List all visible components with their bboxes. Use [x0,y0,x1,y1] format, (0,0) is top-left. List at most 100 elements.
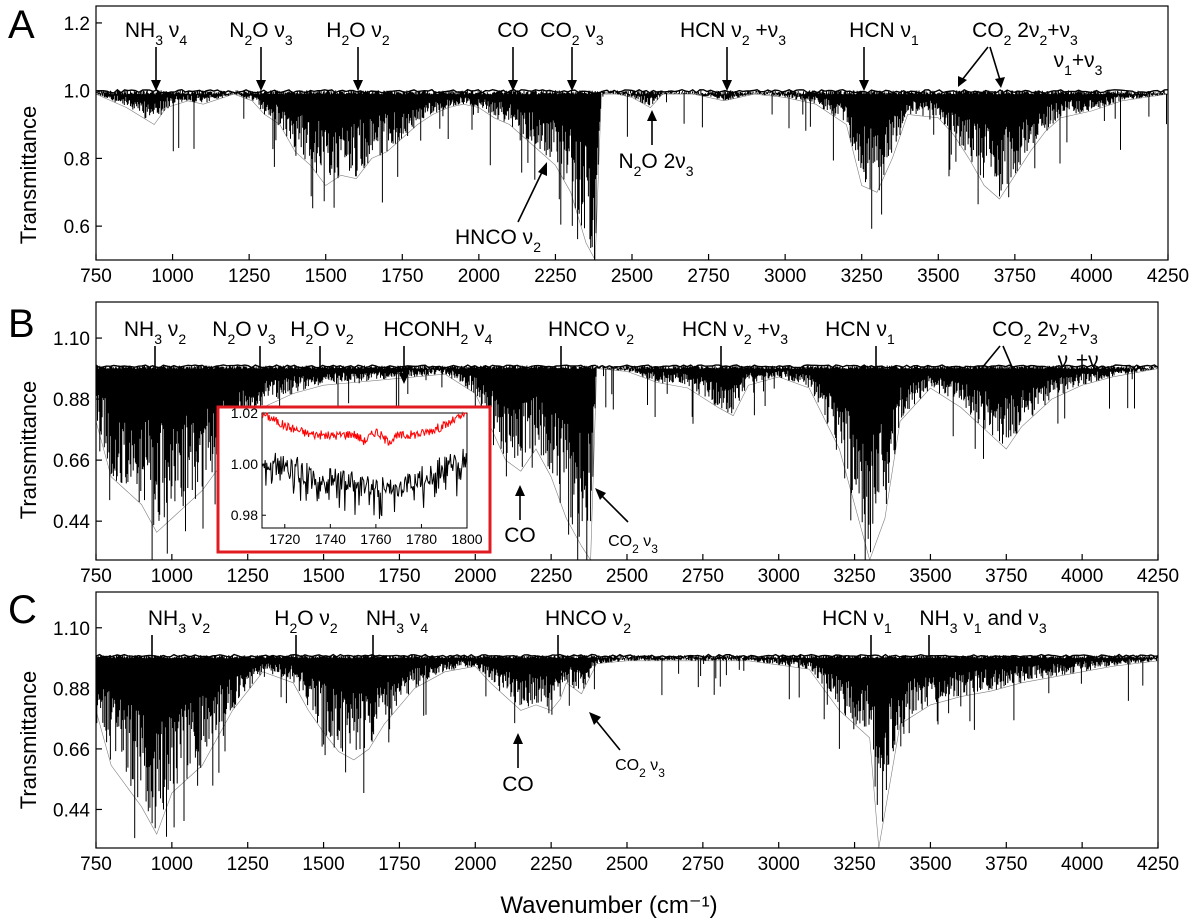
x-tick-label: 1500 [305,266,347,287]
svg-text:HCN ν2 +ν3: HCN ν2 +ν3 [682,318,788,347]
panel-a: A Transmittance 750 1000 1250 1500 1750 2000 2… [8,3,1189,287]
svg-text:NH3 ν4: NH3 ν4 [366,607,428,636]
panel-b: B Transmittance 750 1000 1250 1500 1750 2000 2… [8,301,1179,587]
annotation-nh3-v4: NH3 ν4 [125,19,187,91]
inset-y-tick-label: 1.02 [231,405,258,421]
x-tick-label: 4250 [1137,854,1179,875]
x-tick-label: 4000 [1070,266,1112,287]
panel-a-plot-frame [95,5,1169,261]
panel-b-inset: 1720 1740 1760 1780 1800 0.98 1.00 1.02 [216,405,492,554]
x-tick-label: 3250 [833,854,875,875]
y-tick-label: 1.0 [64,82,90,103]
spectrum-line [95,655,1159,839]
x-tick-label: 750 [80,266,112,287]
x-tick-label: 1750 [378,854,420,875]
y-tick-label: 0.6 [64,217,90,238]
panel-c-letter: C [8,588,37,632]
inset-x-tick-label: 1800 [451,531,482,547]
x-tick-label: 4250 [1147,266,1189,287]
x-tick-label: 2000 [458,266,500,287]
spectrum-baseline [95,364,1159,369]
panel-c-spectrum [95,653,1159,849]
inset-x-tick-label: 1760 [360,531,391,547]
x-tick-label: 1250 [228,266,270,287]
svg-text:N2O ν3: N2O ν3 [212,318,276,347]
spectrum-envelope [95,660,1159,849]
annotation-hcn-v1: HCN ν1 [849,19,919,91]
x-tick-label: 1250 [227,566,269,587]
annotation-co2-v3: CO2 ν3 [540,19,604,91]
panel-b-letter: B [8,302,35,346]
x-tick-label: 2250 [530,566,572,587]
x-tick-label: 1000 [151,266,193,287]
inset-x-tick-label: 1740 [315,531,346,547]
annotation-co2-v3: CO2 ν3 [589,712,665,780]
panel-a-axes: 750 1000 1250 1500 1750 2000 2250 2500 2750 3000 3… [64,14,1190,287]
inset-spectra [261,411,468,519]
panel-c-y-axis-label: Transmittance [16,671,41,810]
x-tick-label: 3250 [833,566,875,587]
x-tick-label: 2750 [687,266,729,287]
inset-x-tick-label: 1780 [406,531,437,547]
x-tick-label: 3750 [985,566,1027,587]
svg-text:HNCO ν2: HNCO ν2 [545,607,631,636]
svg-text:HNCO ν2: HNCO ν2 [455,226,541,255]
y-tick-label: 0.8 [64,149,90,170]
x-tick-label: 1000 [151,854,193,875]
svg-text:CO2 ν3: CO2 ν3 [540,19,604,48]
x-tick-label: 3000 [758,854,800,875]
svg-text:CO2 2ν2+ν3: CO2 2ν2+ν3 [972,19,1078,48]
x-tick-label: 3250 [841,266,883,287]
spectrum-envelope [95,368,1159,561]
panel-a-letter: A [8,3,35,47]
spectrum-line [95,90,1169,260]
svg-text:HCN ν1: HCN ν1 [849,19,919,48]
x-tick-label: 750 [80,566,112,587]
svg-text:CO: CO [502,773,534,796]
y-tick-label: 0.88 [53,390,90,411]
inset-black-trace [261,448,468,519]
annotation-h2o-v2: H2O ν2 [326,19,390,91]
annotation-n2o-2v3: N2O 2ν3 [618,110,694,179]
x-tick-label: 750 [80,854,112,875]
x-tick-label: 3500 [909,566,951,587]
svg-text:ν1+ν3: ν1+ν3 [1054,49,1103,78]
y-tick-label: 1.10 [53,619,90,640]
x-tick-label: 2000 [454,854,496,875]
x-tick-label: 3500 [917,266,959,287]
svg-text:CO2 ν3: CO2 ν3 [608,533,658,556]
x-tick-label: 3000 [764,266,806,287]
svg-text:N2O ν3: N2O ν3 [229,19,293,48]
annotation-co2-v3: CO2 ν3 [595,488,658,556]
x-tick-label: 3000 [758,566,800,587]
x-tick-label: 1500 [302,566,344,587]
svg-text:CO2 ν3: CO2 ν3 [615,757,665,780]
annotation-co: CO [502,733,534,796]
inset-x-tick-label: 1720 [269,531,300,547]
svg-text:HCONH2 ν4: HCONH2 ν4 [384,318,493,347]
x-tick-label: 1250 [227,854,269,875]
svg-text:CO: CO [497,19,529,42]
x-tick-label: 2500 [606,566,648,587]
svg-text:HCN ν2 +ν3: HCN ν2 +ν3 [680,19,786,48]
x-tick-label: 1750 [381,266,423,287]
svg-text:CO: CO [504,524,536,547]
y-tick-label: 0.66 [53,451,90,472]
x-tick-label: 2250 [530,854,572,875]
svg-text:NH3 ν2: NH3 ν2 [148,607,210,636]
panel-b-y-axis-label: Transmittance [16,381,41,520]
panel-c: C Transmittance 750 1000 1250 1500 1750 2000 2… [8,588,1179,875]
svg-text:N2O 2ν3: N2O 2ν3 [618,150,693,179]
svg-text:CO2 2ν2+ν3: CO2 2ν2+ν3 [992,318,1098,347]
annotation-n2o-v3: N2O ν3 [229,19,293,91]
x-tick-label: 4000 [1061,566,1103,587]
y-tick-label: 1.2 [64,14,90,35]
x-tick-label: 4250 [1137,566,1179,587]
x-tick-label: 2250 [534,266,576,287]
panel-b-axes: 750 1000 1250 1500 1750 2000 2250 2500 2750 3000 3… [53,329,1179,587]
x-tick-label: 3750 [994,266,1036,287]
panel-a-spectrum [95,88,1169,262]
panel-b-plot-frame [95,301,1159,561]
svg-text:H2O ν2: H2O ν2 [274,607,338,636]
annotation-hnco-v2: HNCO ν2 [455,162,547,255]
